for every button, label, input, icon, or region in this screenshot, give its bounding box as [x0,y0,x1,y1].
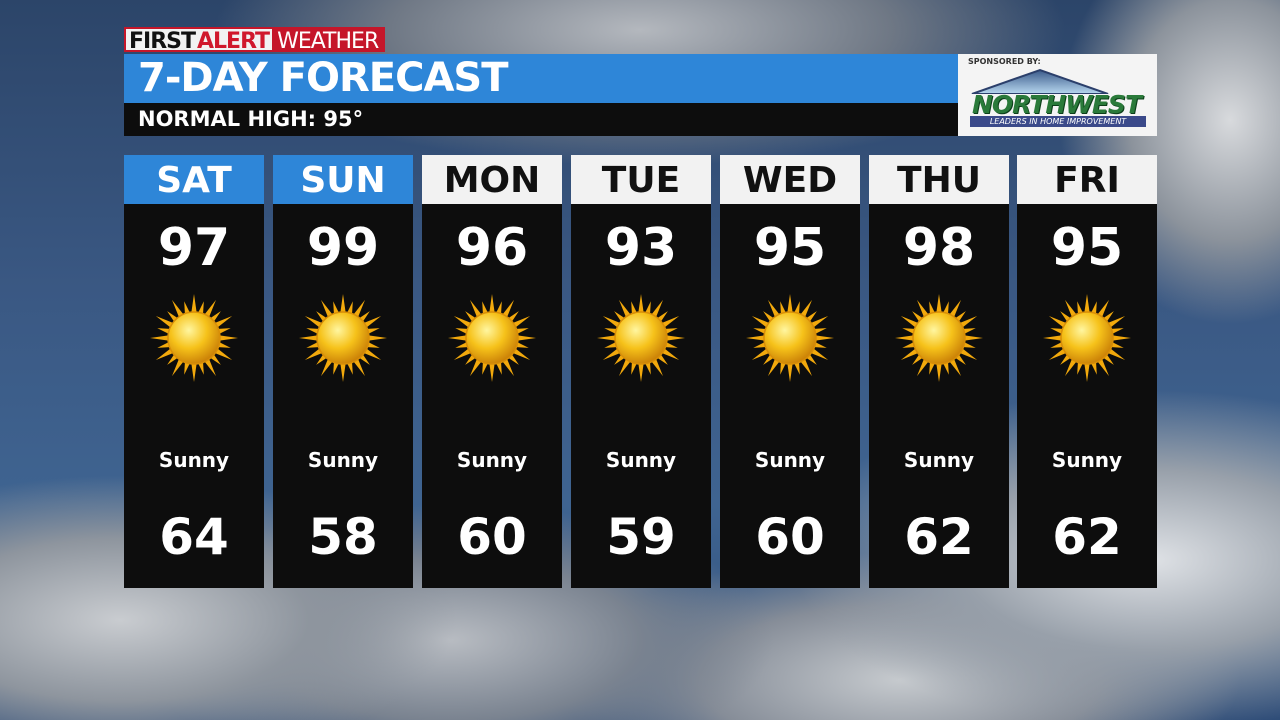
forecast-card: 95 Sunny 62 [1017,204,1157,588]
sun-icon [1043,294,1131,382]
low-temp: 62 [1052,508,1122,566]
condition: Sunny [754,448,826,472]
first-alert-weather-logo: FIRST ALERT WEATHER [124,27,386,54]
day-column: FRI 95 Sunny 62 [1017,155,1157,588]
day-label: SUN [273,155,413,204]
forecast-card: 97 Sunny 64 [124,204,264,588]
day-label: THU [869,155,1009,204]
day-label: MON [422,155,562,204]
low-temp: 60 [457,508,527,566]
brand-weather: WEATHER [272,29,384,54]
sun-icon [299,294,387,382]
normal-high: NORMAL HIGH: 95° [124,103,958,136]
condition: Sunny [158,448,230,472]
forecast-card: 93 Sunny 59 [571,204,711,588]
day-column: MON 96 Sunny 60 [422,155,562,588]
high-temp: 95 [753,218,827,278]
high-temp: 98 [902,218,976,278]
day-column: SUN 99 Sunny 58 [273,155,413,588]
page-title: 7-DAY FORECAST [124,54,958,103]
forecast-card: 99 Sunny 58 [273,204,413,588]
sun-icon [895,294,983,382]
sun-icon [448,294,536,382]
condition: Sunny [456,448,528,472]
brand-alert: ALERT [197,29,273,54]
low-temp: 60 [755,508,825,566]
condition: Sunny [1051,448,1123,472]
condition: Sunny [605,448,677,472]
low-temp: 59 [606,508,676,566]
sponsor-name: NORTHWEST [972,90,1142,119]
day-column: WED 95 Sunny 60 [720,155,860,588]
high-temp: 96 [455,218,529,278]
forecast-card: 96 Sunny 60 [422,204,562,588]
sponsor-label: SPONSORED BY: [968,57,1041,66]
day-label: FRI [1017,155,1157,204]
sun-icon [150,294,238,382]
forecast-card: 95 Sunny 60 [720,204,860,588]
high-temp: 93 [604,218,678,278]
brand-first: FIRST [126,29,198,54]
day-column: SAT 97 Sunny 64 [124,155,264,588]
high-temp: 97 [157,218,231,278]
condition: Sunny [903,448,975,472]
sun-icon [746,294,834,382]
day-label: SAT [124,155,264,204]
day-column: THU 98 Sunny 62 [869,155,1009,588]
forecast-card: 98 Sunny 62 [869,204,1009,588]
sponsor-tagline: LEADERS IN HOME IMPROVEMENT [970,116,1146,127]
low-temp: 58 [308,508,378,566]
high-temp: 95 [1050,218,1124,278]
day-column: TUE 93 Sunny 59 [571,155,711,588]
sponsor-box: SPONSORED BY: NORTHWEST LEADERS IN HOME … [958,54,1157,136]
day-label: WED [720,155,860,204]
day-label: TUE [571,155,711,204]
condition: Sunny [307,448,379,472]
house-roof-icon [971,68,1109,94]
low-temp: 64 [159,508,229,566]
low-temp: 62 [904,508,974,566]
high-temp: 99 [306,218,380,278]
sun-icon [597,294,685,382]
